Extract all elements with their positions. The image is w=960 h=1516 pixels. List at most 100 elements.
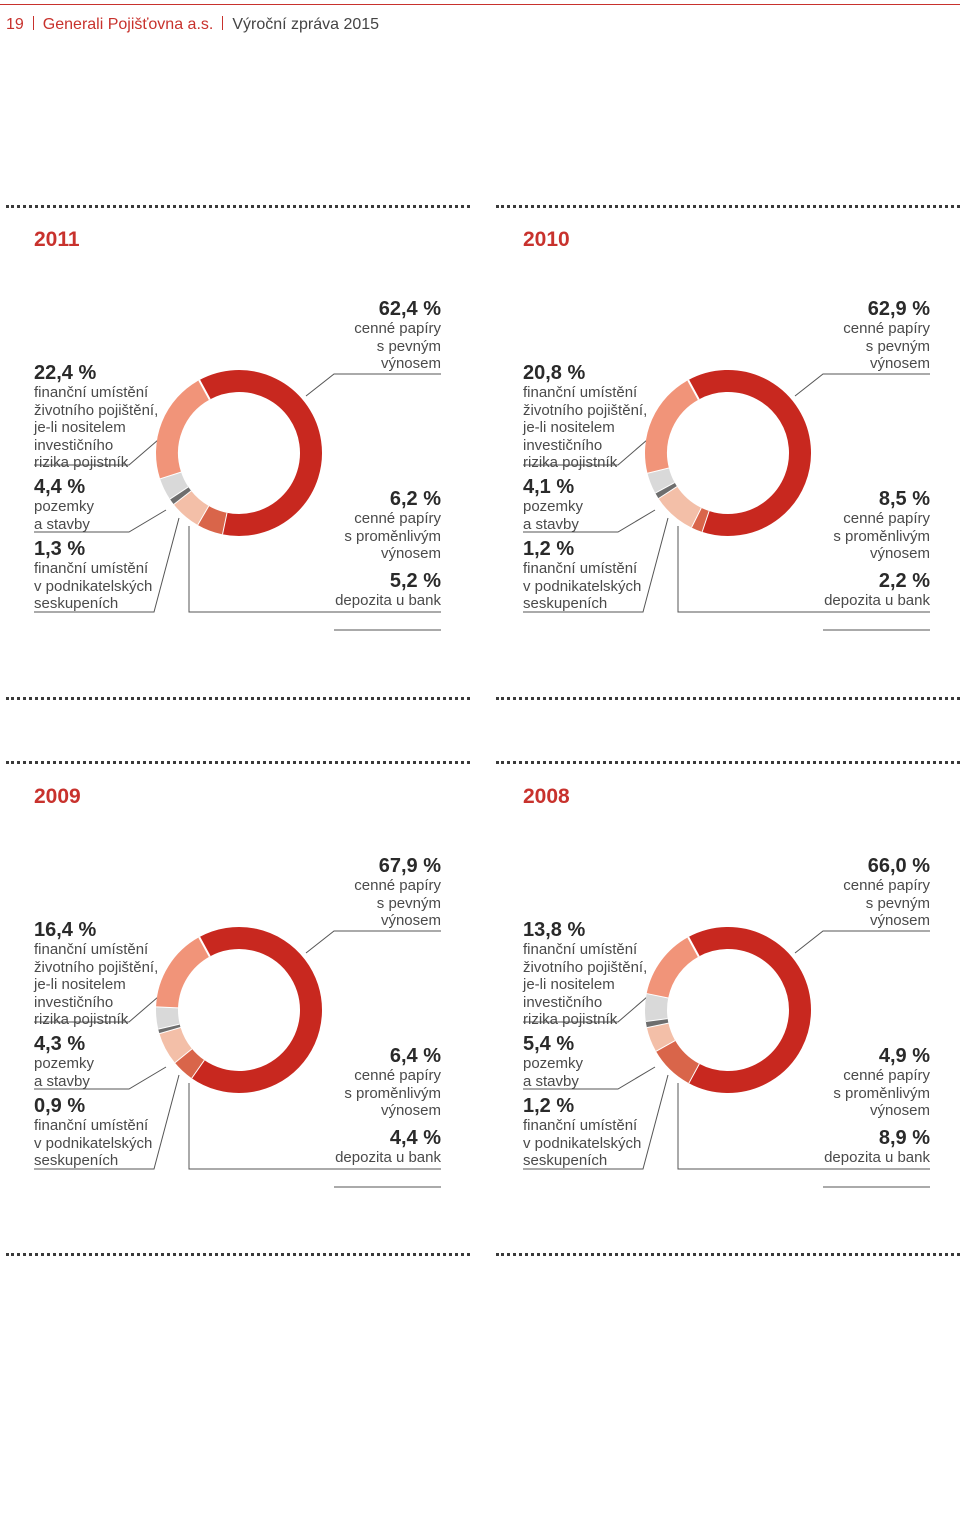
category-label: finanční umístění v podnikatelských seskup… bbox=[523, 560, 641, 612]
header-separator bbox=[33, 16, 34, 30]
donut-slice-deposits bbox=[665, 1046, 693, 1074]
value-label: 1,3 % bbox=[34, 538, 152, 560]
label-unit-linked: 16,4 % finanční umístění životního pojiště… bbox=[34, 919, 158, 1029]
dotted-divider bbox=[6, 761, 470, 764]
donut-slice-variable bbox=[668, 492, 696, 517]
value-label: 16,4 % bbox=[34, 919, 158, 941]
category-label: depozita u bank bbox=[335, 1149, 441, 1166]
donut-slice-variable bbox=[170, 1030, 183, 1055]
dotted-divider bbox=[496, 1253, 960, 1256]
label-variable: 4,9 % cenné papíry s proměnlivým výnosem bbox=[833, 1045, 930, 1120]
dotted-divider bbox=[6, 205, 470, 208]
label-group: 1,2 % finanční umístění v podnikatelských s… bbox=[523, 538, 641, 613]
category-label: depozita u bank bbox=[824, 1149, 930, 1166]
donut-slice-real-estate bbox=[167, 1007, 169, 1026]
category-label: depozita u bank bbox=[824, 592, 930, 609]
category-label: cenné papíry s proměnlivým výnosem bbox=[344, 510, 441, 562]
donut-slice-unit-linked bbox=[167, 947, 204, 1007]
donut-slice-real-estate bbox=[656, 995, 658, 1019]
label-group: 1,2 % finanční umístění v podnikatelských s… bbox=[523, 1095, 641, 1170]
label-group: 1,3 % finanční umístění v podnikatelských s… bbox=[34, 538, 152, 613]
label-group: 0,9 % finanční umístění v podnikatelských s… bbox=[34, 1095, 152, 1170]
category-label: cenné papíry s pevným výnosem bbox=[843, 320, 930, 372]
header-separator bbox=[222, 16, 223, 30]
dotted-divider bbox=[496, 205, 960, 208]
donut-slice-fixed bbox=[693, 938, 800, 1082]
category-label: finanční umístění životního pojištění, je-… bbox=[523, 941, 647, 1028]
value-label: 2,2 % bbox=[824, 570, 930, 592]
label-unit-linked: 22,4 % finanční umístění životního pojiště… bbox=[34, 362, 158, 472]
donut-slice-deposits bbox=[183, 1055, 197, 1068]
label-fixed: 62,9 % cenné papíry s pevným výnosem bbox=[843, 298, 930, 373]
donut-slice-variable bbox=[658, 1025, 666, 1046]
value-label: 6,2 % bbox=[344, 488, 441, 510]
label-variable: 6,4 % cenné papíry s proměnlivým výnosem bbox=[344, 1045, 441, 1120]
value-label: 13,8 % bbox=[523, 919, 647, 941]
category-label: finanční umístění v podnikatelských seskup… bbox=[34, 560, 152, 612]
page-header: 19 Generali Pojišťovna a.s. Výroční zpráva… bbox=[6, 16, 379, 34]
label-deposits: 8,9 % depozita u bank bbox=[824, 1127, 930, 1167]
leader-fixed bbox=[306, 374, 441, 396]
category-label: pozemky a stavby bbox=[523, 1055, 583, 1090]
value-label: 8,5 % bbox=[833, 488, 930, 510]
report-title: Výroční zpráva 2015 bbox=[232, 16, 379, 33]
value-label: 22,4 % bbox=[34, 362, 158, 384]
label-deposits: 5,2 % depozita u bank bbox=[335, 570, 441, 610]
chart-panel-3: 2008 13,8 % finanční umístění životního po… bbox=[523, 785, 960, 1135]
leader-fixed bbox=[795, 931, 930, 953]
category-label: pozemky a stavby bbox=[34, 498, 94, 533]
value-label: 1,2 % bbox=[523, 538, 641, 560]
label-real-estate: 4,3 % pozemky a stavby bbox=[34, 1033, 94, 1090]
value-label: 0,9 % bbox=[34, 1095, 152, 1117]
label-unit-linked: 13,8 % finanční umístění životního pojiště… bbox=[523, 919, 647, 1029]
donut-slice-fixed bbox=[204, 381, 311, 525]
value-label: 67,9 % bbox=[354, 855, 441, 877]
leader-fixed bbox=[306, 931, 441, 953]
chart-panel-1: 2010 20,8 % finanční umístění životního po… bbox=[523, 228, 960, 578]
value-label: 4,3 % bbox=[34, 1033, 94, 1055]
label-unit-linked: 20,8 % finanční umístění životního pojiště… bbox=[523, 362, 647, 472]
category-label: cenné papíry s pevným výnosem bbox=[354, 320, 441, 372]
category-label: finanční umístění životního pojištění, je-… bbox=[34, 941, 158, 1028]
donut-slice-deposits bbox=[203, 515, 224, 523]
chart-panel-2: 2009 16,4 % finanční umístění životního po… bbox=[34, 785, 474, 1135]
value-label: 4,1 % bbox=[523, 476, 583, 498]
donut-slice-variable bbox=[182, 497, 203, 515]
leader-fixed bbox=[795, 374, 930, 396]
label-fixed: 67,9 % cenné papíry s pevným výnosem bbox=[354, 855, 441, 930]
donut-chart bbox=[154, 368, 324, 538]
category-label: pozemky a stavby bbox=[523, 498, 583, 533]
page-number: 19 bbox=[6, 16, 24, 33]
donut-slice-real-estate bbox=[658, 470, 665, 487]
label-fixed: 62,4 % cenné papíry s pevným výnosem bbox=[354, 298, 441, 373]
value-label: 5,2 % bbox=[335, 570, 441, 592]
label-fixed: 66,0 % cenné papíry s pevným výnosem bbox=[843, 855, 930, 930]
donut-slice-real-estate bbox=[170, 475, 178, 493]
value-label: 20,8 % bbox=[523, 362, 647, 384]
value-label: 4,4 % bbox=[335, 1127, 441, 1149]
category-label: pozemky a stavby bbox=[34, 1055, 94, 1090]
label-variable: 8,5 % cenné papíry s proměnlivým výnosem bbox=[833, 488, 930, 563]
label-deposits: 2,2 % depozita u bank bbox=[824, 570, 930, 610]
value-label: 4,4 % bbox=[34, 476, 94, 498]
value-label: 1,2 % bbox=[523, 1095, 641, 1117]
category-label: finanční umístění v podnikatelských seskup… bbox=[523, 1117, 641, 1169]
value-label: 5,4 % bbox=[523, 1033, 583, 1055]
label-real-estate: 5,4 % pozemky a stavby bbox=[523, 1033, 583, 1090]
category-label: finanční umístění životního pojištění, je-… bbox=[523, 384, 647, 471]
category-label: cenné papíry s pevným výnosem bbox=[843, 877, 930, 929]
category-label: cenné papíry s proměnlivým výnosem bbox=[344, 1067, 441, 1119]
label-real-estate: 4,4 % pozemky a stavby bbox=[34, 476, 94, 533]
donut-slice-fixed bbox=[198, 938, 311, 1082]
value-label: 62,9 % bbox=[843, 298, 930, 320]
value-label: 66,0 % bbox=[843, 855, 930, 877]
label-real-estate: 4,1 % pozemky a stavby bbox=[523, 476, 583, 533]
label-deposits: 4,4 % depozita u bank bbox=[335, 1127, 441, 1167]
dotted-divider bbox=[496, 697, 960, 700]
donut-chart bbox=[154, 925, 324, 1095]
value-label: 6,4 % bbox=[344, 1045, 441, 1067]
company-name: Generali Pojišťovna a.s. bbox=[43, 16, 214, 33]
dotted-divider bbox=[6, 1253, 470, 1256]
value-label: 62,4 % bbox=[354, 298, 441, 320]
category-label: cenné papíry s proměnlivým výnosem bbox=[833, 1067, 930, 1119]
